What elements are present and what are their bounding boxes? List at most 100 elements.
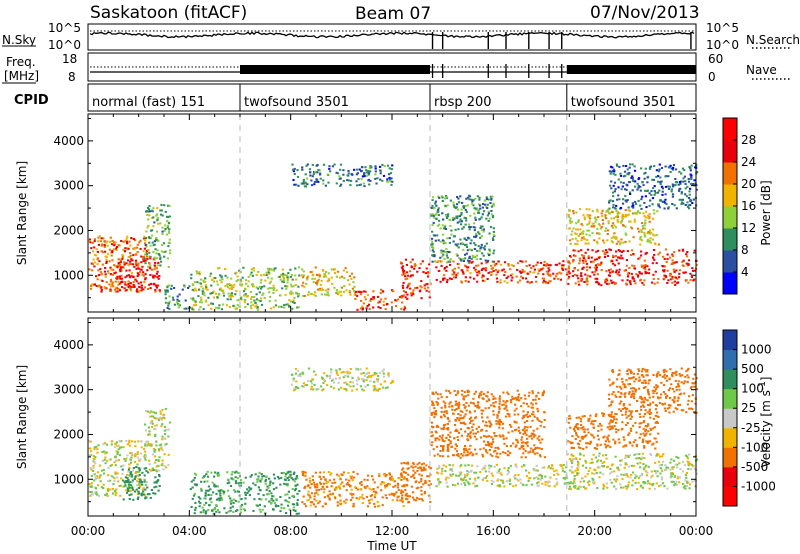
data-cell <box>280 476 283 479</box>
data-cell <box>239 297 242 300</box>
data-cell <box>468 257 471 259</box>
data-cell <box>616 211 619 214</box>
data-cell <box>302 495 305 498</box>
data-cell <box>483 267 486 270</box>
data-cell <box>684 479 687 482</box>
data-cell <box>95 487 98 490</box>
data-cell <box>536 482 539 485</box>
data-cell <box>361 493 364 496</box>
data-cell <box>410 274 413 277</box>
data-cell <box>615 238 618 241</box>
data-cell <box>347 179 350 182</box>
data-cell <box>350 272 354 275</box>
data-cell <box>611 260 614 263</box>
data-cell <box>302 270 305 273</box>
data-cell <box>486 207 489 209</box>
data-cell <box>489 453 492 456</box>
data-cell <box>508 478 512 481</box>
data-cell <box>126 486 129 489</box>
data-cell <box>137 273 140 276</box>
data-cell <box>286 285 289 288</box>
data-cell <box>365 174 368 177</box>
data-cell <box>116 472 119 475</box>
data-cell <box>374 490 377 493</box>
data-cell <box>202 287 205 290</box>
data-cell <box>152 447 156 450</box>
data-cell <box>407 284 410 287</box>
data-cell <box>128 269 131 272</box>
data-cell <box>645 474 649 477</box>
data-cell <box>91 250 94 253</box>
data-cell <box>101 280 104 282</box>
data-cell <box>136 451 139 454</box>
data-cell <box>95 445 98 448</box>
data-cell <box>478 394 481 397</box>
data-cell <box>522 432 525 435</box>
data-cell <box>619 181 623 184</box>
data-cell <box>384 308 387 311</box>
data-cell <box>506 469 510 472</box>
data-cell <box>116 290 119 293</box>
data-cell <box>640 254 643 257</box>
data-cell <box>412 289 415 292</box>
data-cell <box>492 227 495 230</box>
data-cell <box>467 433 470 436</box>
data-cell <box>535 464 538 467</box>
data-cell <box>264 279 267 282</box>
data-cell <box>350 477 353 480</box>
data-cell <box>403 485 406 488</box>
data-cell <box>643 201 646 204</box>
data-cell <box>671 468 674 470</box>
data-cell <box>504 271 507 273</box>
data-cell <box>631 177 634 180</box>
data-cell <box>153 221 156 224</box>
data-cell <box>154 424 157 427</box>
data-cell <box>534 398 537 401</box>
data-cell <box>406 498 409 501</box>
data-cell <box>466 389 469 392</box>
data-cell <box>372 306 375 309</box>
data-cell <box>411 496 415 499</box>
data-cell <box>567 272 570 275</box>
data-cell <box>465 217 468 220</box>
data-cell <box>211 481 214 484</box>
data-cell <box>572 454 575 457</box>
data-cell <box>412 293 415 295</box>
data-cell <box>690 178 693 181</box>
data-cell <box>531 419 534 422</box>
data-cell <box>559 464 562 466</box>
data-cell <box>532 435 535 438</box>
data-cell <box>121 256 124 259</box>
data-cell <box>609 268 612 271</box>
data-cell <box>431 391 434 394</box>
data-cell <box>648 268 651 271</box>
data-cell <box>538 474 541 477</box>
data-cell <box>517 413 520 416</box>
data-cell <box>522 414 525 417</box>
data-cell <box>155 286 158 289</box>
data-cell <box>302 182 305 185</box>
data-cell <box>364 290 367 293</box>
data-cell <box>292 301 295 303</box>
data-cell <box>349 475 352 478</box>
data-cell <box>445 396 448 399</box>
data-cell <box>459 258 462 261</box>
data-cell <box>532 398 535 401</box>
data-cell <box>293 480 296 483</box>
data-cell <box>170 287 173 290</box>
data-cell <box>468 194 471 197</box>
data-cell <box>127 489 130 492</box>
data-cell <box>99 474 102 477</box>
data-cell <box>369 170 372 173</box>
data-cell <box>135 488 138 491</box>
data-cell <box>507 467 510 469</box>
data-cell <box>671 195 674 198</box>
data-cell <box>309 271 312 273</box>
data-cell <box>279 294 282 297</box>
data-cell <box>164 293 167 296</box>
data-cell <box>215 280 219 283</box>
data-cell <box>430 207 433 209</box>
data-cell <box>145 470 148 473</box>
data-cell <box>561 267 564 270</box>
data-cell <box>460 434 463 437</box>
